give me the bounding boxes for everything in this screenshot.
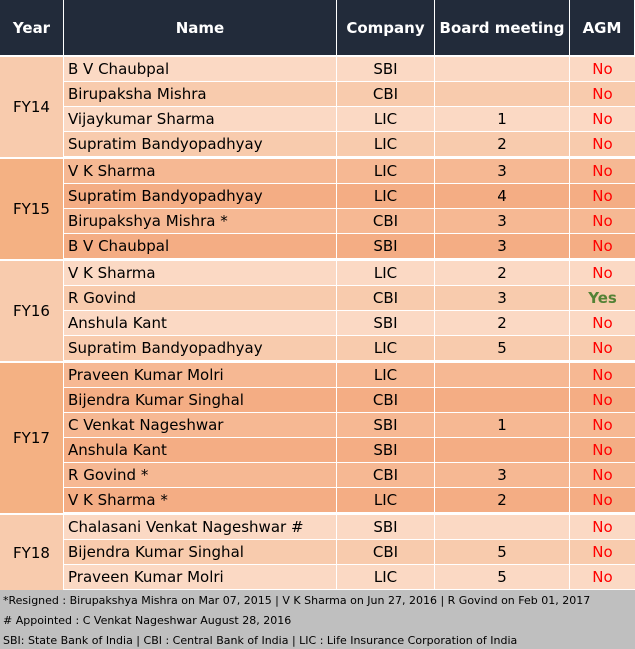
- board-cell: 3: [435, 234, 570, 259]
- name-cell: R Govind: [64, 286, 337, 311]
- footnote: # Appointed : C Venkat Nageshwar August …: [3, 614, 292, 627]
- year-cell: FY18: [0, 515, 64, 590]
- header-cell: Board meeting: [435, 0, 570, 55]
- name-cell: Supratim Bandyopadhyay: [64, 132, 337, 157]
- board-cell: [435, 388, 570, 413]
- name-cell: R Govind *: [64, 463, 337, 488]
- name-cell: Birupaksha Mishra: [64, 82, 337, 107]
- company-cell: LIC: [337, 488, 435, 513]
- board-cell: 2: [435, 261, 570, 286]
- company-cell: LIC: [337, 363, 435, 388]
- name-cell: Praveen Kumar Molri: [64, 565, 337, 590]
- board-cell: 3: [435, 286, 570, 311]
- company-cell: SBI: [337, 234, 435, 259]
- company-cell: CBI: [337, 82, 435, 107]
- name-cell: Anshula Kant: [64, 438, 337, 463]
- company-cell: SBI: [337, 413, 435, 438]
- board-cell: 3: [435, 209, 570, 234]
- name-cell: Chalasani Venkat Nageshwar #: [64, 515, 337, 540]
- agm-cell: No: [570, 438, 635, 463]
- company-cell: CBI: [337, 388, 435, 413]
- footer: *Resigned : Birupakshya Mishra on Mar 07…: [0, 590, 635, 649]
- agm-cell: No: [570, 336, 635, 361]
- footnote: SBI: State Bank of India | CBI : Central…: [3, 634, 518, 647]
- header-cell: Year: [0, 0, 64, 55]
- board-cell: 5: [435, 540, 570, 565]
- agm-cell: No: [570, 540, 635, 565]
- year-cell: FY15: [0, 159, 64, 259]
- agm-cell: No: [570, 363, 635, 388]
- board-cell: 3: [435, 463, 570, 488]
- company-cell: SBI: [337, 438, 435, 463]
- footnote: *Resigned : Birupakshya Mishra on Mar 07…: [3, 594, 591, 607]
- agm-cell: No: [570, 515, 635, 540]
- agm-cell: No: [570, 82, 635, 107]
- company-cell: LIC: [337, 336, 435, 361]
- board-cell: 5: [435, 336, 570, 361]
- board-cell: [435, 82, 570, 107]
- company-cell: CBI: [337, 209, 435, 234]
- agm-cell: No: [570, 107, 635, 132]
- agm-cell: No: [570, 488, 635, 513]
- board-cell: 4: [435, 184, 570, 209]
- company-cell: SBI: [337, 57, 435, 82]
- agm-cell: No: [570, 159, 635, 184]
- board-cell: [435, 515, 570, 540]
- year-cell: FY14: [0, 57, 64, 157]
- board-cell: 2: [435, 132, 570, 157]
- company-cell: LIC: [337, 107, 435, 132]
- company-cell: LIC: [337, 159, 435, 184]
- name-cell: V K Sharma *: [64, 488, 337, 513]
- company-cell: CBI: [337, 540, 435, 565]
- name-cell: Birupakshya Mishra *: [64, 209, 337, 234]
- name-cell: V K Sharma: [64, 159, 337, 184]
- name-cell: C Venkat Nageshwar: [64, 413, 337, 438]
- company-cell: LIC: [337, 261, 435, 286]
- agm-cell: No: [570, 463, 635, 488]
- name-cell: B V Chaubpal: [64, 57, 337, 82]
- board-cell: [435, 57, 570, 82]
- agm-cell: No: [570, 565, 635, 590]
- name-cell: Bijendra Kumar Singhal: [64, 540, 337, 565]
- agm-cell: No: [570, 209, 635, 234]
- agm-cell: No: [570, 132, 635, 157]
- header-cell: Company: [337, 0, 435, 55]
- board-cell: 1: [435, 107, 570, 132]
- board-cell: 2: [435, 488, 570, 513]
- name-cell: B V Chaubpal: [64, 234, 337, 259]
- agm-cell: No: [570, 261, 635, 286]
- company-cell: LIC: [337, 565, 435, 590]
- agm-cell: No: [570, 234, 635, 259]
- header-cell: AGM: [570, 0, 635, 55]
- header-cell: Name: [64, 0, 337, 55]
- year-cell: FY17: [0, 363, 64, 513]
- company-cell: LIC: [337, 184, 435, 209]
- year-cell: FY16: [0, 261, 64, 361]
- name-cell: Anshula Kant: [64, 311, 337, 336]
- board-cell: [435, 363, 570, 388]
- name-cell: Vijaykumar Sharma: [64, 107, 337, 132]
- agm-cell: No: [570, 57, 635, 82]
- name-cell: Praveen Kumar Molri: [64, 363, 337, 388]
- agm-cell: No: [570, 184, 635, 209]
- board-cell: 1: [435, 413, 570, 438]
- agm-cell: No: [570, 311, 635, 336]
- agm-cell: No: [570, 413, 635, 438]
- name-cell: Supratim Bandyopadhyay: [64, 184, 337, 209]
- company-cell: CBI: [337, 463, 435, 488]
- company-cell: LIC: [337, 132, 435, 157]
- board-cell: 2: [435, 311, 570, 336]
- agm-cell: Yes: [570, 286, 635, 311]
- board-cell: 5: [435, 565, 570, 590]
- company-cell: CBI: [337, 286, 435, 311]
- name-cell: Bijendra Kumar Singhal: [64, 388, 337, 413]
- company-cell: SBI: [337, 515, 435, 540]
- name-cell: V K Sharma: [64, 261, 337, 286]
- board-cell: 3: [435, 159, 570, 184]
- company-cell: SBI: [337, 311, 435, 336]
- agm-cell: No: [570, 388, 635, 413]
- board-cell: [435, 438, 570, 463]
- name-cell: Supratim Bandyopadhyay: [64, 336, 337, 361]
